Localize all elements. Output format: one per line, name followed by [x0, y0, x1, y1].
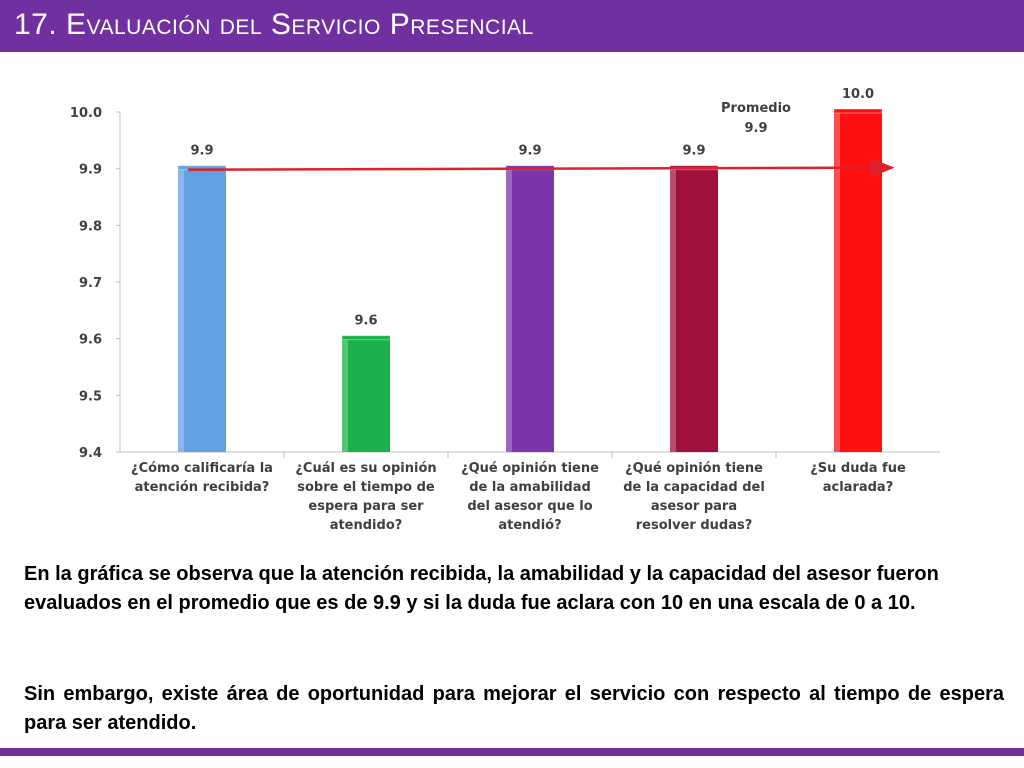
x-tick-label: ¿Su duda fue	[810, 461, 906, 476]
y-tick-label: 9.8	[79, 219, 102, 234]
x-tick-label: espera para ser	[308, 499, 424, 514]
bar	[670, 168, 718, 452]
data-label: 9.9	[518, 144, 541, 159]
x-tick-label: resolver dudas?	[636, 518, 753, 533]
y-tick-label: 9.9	[79, 163, 102, 178]
average-line	[187, 157, 895, 178]
x-tick-label: ¿Cómo calificaría la	[131, 461, 273, 476]
data-label: 10.0	[842, 87, 874, 102]
opportunity-paragraph: Sin embargo, existe área de oportunidad …	[24, 683, 1004, 734]
x-tick-label: atendió?	[498, 518, 561, 533]
bar-highlight	[342, 338, 348, 452]
x-tick-label: atendido?	[330, 518, 403, 533]
y-tick-label: 9.5	[79, 389, 102, 404]
x-tick-label: ¿Cuál es su opinión	[295, 461, 436, 476]
bar	[834, 112, 882, 452]
x-tick-label: asesor para	[651, 499, 737, 514]
y-tick-label: 9.4	[79, 446, 102, 461]
bar-highlight	[834, 112, 840, 452]
y-tick-label: 10.0	[70, 106, 102, 121]
y-tick-label: 9.7	[79, 276, 102, 291]
x-tick-label: de la amabilidad	[469, 480, 591, 495]
bar	[342, 338, 390, 452]
x-tick-label: de la capacidad del	[623, 480, 765, 495]
x-tick-label: aclarada?	[823, 480, 894, 495]
bar-chart: 10.0 9.9 9.8 9.7 9.6 9.5 9.4 9.9 ¿Cómo calificar…	[70, 87, 940, 533]
bar	[178, 168, 226, 452]
average-label: Promedio	[721, 101, 791, 116]
data-label: 9.9	[682, 144, 705, 159]
x-tick-label: ¿Qué opinión tiene	[461, 461, 599, 476]
bar-highlight	[178, 168, 184, 452]
x-tick-label: atención recibida?	[135, 480, 270, 495]
page-title: 17. Evaluación del Servicio Presencial	[14, 8, 534, 41]
title-bar: 17. Evaluación del Servicio Presencial	[0, 0, 1024, 52]
x-tick-label: del asesor que lo	[467, 499, 592, 514]
bar	[506, 168, 554, 452]
bar-cap	[833, 108, 883, 114]
footer-bar	[0, 748, 1024, 756]
y-tick-label: 9.6	[79, 333, 102, 348]
x-tick-label: ¿Qué opinión tiene	[625, 461, 763, 476]
bar-cap	[341, 335, 391, 341]
average-value-label: 9.9	[744, 121, 767, 136]
data-label: 9.6	[354, 314, 377, 329]
data-label: 9.9	[190, 144, 213, 159]
bar-highlight	[506, 168, 512, 452]
summary-paragraph: En la gráfica se observa que la atención…	[24, 563, 939, 614]
bar-highlight	[670, 168, 676, 452]
x-tick-label: sobre el tiempo de	[297, 480, 435, 495]
